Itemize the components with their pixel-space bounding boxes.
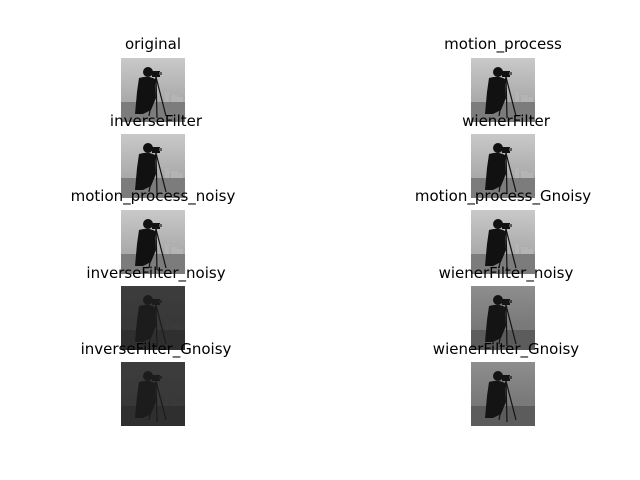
image-motion-process — [471, 58, 535, 122]
panel-title-motion-process: motion_process — [444, 35, 562, 53]
panel-title-wiener-filter: wienerFilter — [462, 112, 550, 130]
image-wiener-filter-gnoisy — [471, 362, 535, 426]
image-motion-process-gnoisy — [471, 210, 535, 274]
panel-title-original: original — [124, 35, 182, 53]
panel-title-inverse-filter-noisy: inverseFilter_noisy — [86, 264, 226, 282]
image-inverse-filter — [121, 134, 185, 198]
panel-title-inverse-filter: inverseFilter — [109, 112, 203, 130]
image-original — [121, 58, 185, 122]
image-wiener-filter — [471, 134, 535, 198]
image-inverse-filter-noisy — [121, 286, 185, 350]
panel-title-motion-process-gnoisy: motion_process_Gnoisy — [414, 187, 592, 205]
image-inverse-filter-gnoisy — [121, 362, 185, 426]
image-motion-process-noisy — [121, 210, 185, 274]
panel-title-inverse-filter-gnoisy: inverseFilter_Gnoisy — [80, 340, 232, 358]
panel-title-motion-process-noisy: motion_process_noisy — [70, 187, 236, 205]
panel-title-wiener-filter-gnoisy: wienerFilter_Gnoisy — [432, 340, 580, 358]
panel-title-wiener-filter-noisy: wienerFilter_noisy — [438, 264, 574, 282]
image-wiener-filter-noisy — [471, 286, 535, 350]
